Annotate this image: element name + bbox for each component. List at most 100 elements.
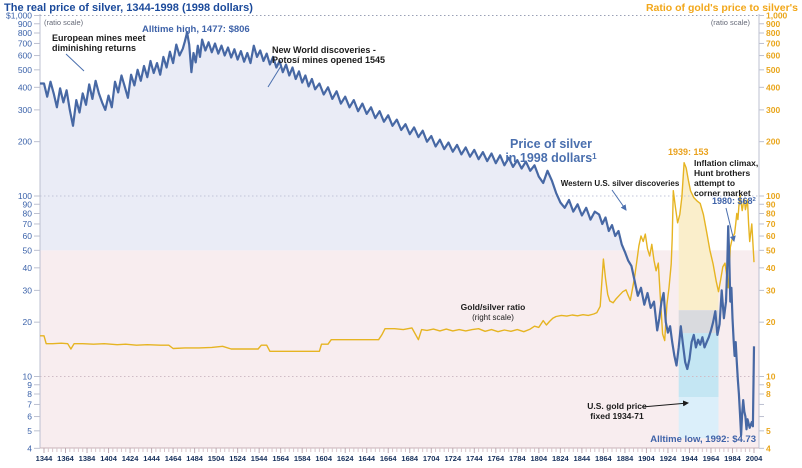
svg-text:400: 400 [18, 82, 32, 92]
svg-text:900: 900 [766, 19, 780, 29]
svg-text:60: 60 [23, 231, 33, 241]
svg-text:1764: 1764 [487, 454, 505, 463]
gold-silver-ratio-line [40, 161, 755, 352]
svg-text:in 1998 dollars1: in 1998 dollars1 [505, 151, 597, 165]
svg-text:1904: 1904 [638, 454, 656, 463]
svg-text:50: 50 [23, 245, 33, 255]
svg-text:U.S. gold price: U.S. gold price [587, 401, 647, 411]
svg-text:1884: 1884 [617, 454, 635, 463]
svg-text:5: 5 [766, 426, 771, 436]
svg-text:1,000: 1,000 [766, 11, 788, 21]
svg-text:100: 100 [18, 191, 32, 201]
svg-text:70: 70 [766, 219, 776, 229]
svg-text:600: 600 [766, 51, 780, 61]
svg-text:4: 4 [27, 443, 32, 453]
band-below-50 [40, 250, 759, 448]
svg-text:1844: 1844 [574, 454, 592, 463]
svg-text:attempt to: attempt to [694, 178, 735, 188]
svg-text:Price of silver: Price of silver [510, 137, 592, 151]
svg-text:8: 8 [27, 389, 32, 399]
svg-text:70: 70 [23, 219, 33, 229]
svg-text:10: 10 [23, 372, 33, 382]
svg-text:1424: 1424 [122, 454, 140, 463]
overlap-gray-band [678, 310, 719, 334]
svg-text:1984: 1984 [724, 454, 742, 463]
svg-text:Alltime high, 1477: $806: Alltime high, 1477: $806 [142, 24, 250, 35]
svg-text:European mines meet: European mines meet [52, 33, 146, 43]
svg-text:300: 300 [766, 105, 780, 115]
svg-text:200: 200 [18, 137, 32, 147]
svg-text:1344: 1344 [36, 454, 54, 463]
svg-text:1564: 1564 [272, 454, 290, 463]
left-ratio-scale-note: (ratio scale) [44, 18, 84, 27]
svg-text:500: 500 [766, 65, 780, 75]
svg-text:80: 80 [23, 208, 33, 218]
annotation-western-discoveries: Western U.S. silver discoveries [561, 179, 680, 188]
ratio-peak-cream-fill [678, 162, 719, 311]
svg-text:1364: 1364 [57, 454, 75, 463]
chart-title-left: The real price of silver, 1344-1998 (199… [4, 2, 253, 14]
svg-text:1684: 1684 [401, 454, 419, 463]
svg-text:1384: 1384 [79, 454, 97, 463]
chart-title-right: Ratio of gold's price to silver's [645, 2, 798, 14]
svg-text:Gold/silver ratio: Gold/silver ratio [461, 302, 526, 312]
svg-text:1504: 1504 [208, 454, 226, 463]
svg-text:corner market: corner market [694, 188, 751, 198]
annotation-new-world: New World discoveries -Potosí mines open… [272, 45, 385, 65]
svg-text:4: 4 [766, 443, 771, 453]
svg-text:Alltime low, 1992: $4.73: Alltime low, 1992: $4.73 [650, 434, 756, 445]
svg-text:40: 40 [766, 263, 776, 273]
right-ratio-scale-note: (ratio scale) [710, 18, 750, 27]
svg-text:1544: 1544 [251, 454, 269, 463]
annotation-alltime-high: Alltime high, 1477: $806 [142, 24, 250, 35]
svg-text:1964: 1964 [703, 454, 721, 463]
svg-text:90: 90 [766, 199, 776, 209]
svg-text:1404: 1404 [100, 454, 118, 463]
svg-text:New World discoveries -: New World discoveries - [272, 45, 376, 55]
annotation-arrow-western [611, 189, 627, 211]
svg-text:6: 6 [27, 412, 32, 422]
svg-text:Western U.S. silver discoverie: Western U.S. silver discoveries [561, 179, 680, 188]
x-axis: 1344 1364 1384 1404 1424 1444 1464 1484 1504 1524… [36, 448, 764, 463]
svg-text:20: 20 [766, 317, 776, 327]
svg-text:100: 100 [766, 191, 780, 201]
svg-text:80: 80 [766, 208, 776, 218]
svg-text:1804: 1804 [531, 454, 549, 463]
svg-text:20: 20 [23, 317, 33, 327]
svg-text:1704: 1704 [423, 454, 441, 463]
svg-text:$1,000: $1,000 [6, 11, 32, 21]
svg-text:90: 90 [23, 199, 33, 209]
annotation-price-1980: 1980: $682 [712, 196, 757, 206]
svg-text:1464: 1464 [165, 454, 183, 463]
svg-text:500: 500 [18, 65, 32, 75]
silver-price-line [40, 31, 756, 437]
svg-text:200: 200 [766, 137, 780, 147]
svg-text:60: 60 [766, 231, 776, 241]
svg-text:10: 10 [766, 372, 776, 382]
svg-text:1484: 1484 [186, 454, 204, 463]
svg-text:1939: 153: 1939: 153 [668, 147, 709, 157]
svg-text:800: 800 [766, 28, 780, 38]
svg-text:700: 700 [766, 38, 780, 48]
svg-text:30: 30 [23, 285, 33, 295]
svg-text:Potosí mines opened 1545: Potosí mines opened 1545 [272, 55, 385, 65]
svg-text:1944: 1944 [681, 454, 699, 463]
svg-text:1444: 1444 [143, 454, 161, 463]
svg-text:1784: 1784 [509, 454, 527, 463]
annotation-arrow-price-1980 [725, 207, 736, 242]
svg-text:1744: 1744 [466, 454, 484, 463]
svg-text:40: 40 [23, 263, 33, 273]
svg-text:8: 8 [766, 389, 771, 399]
svg-text:9: 9 [27, 380, 32, 390]
svg-text:Inflation climax,: Inflation climax, [694, 158, 758, 168]
svg-text:1664: 1664 [380, 454, 398, 463]
annotation-ratio-1939: 1939: 153 [668, 147, 709, 157]
svg-text:50: 50 [766, 245, 776, 255]
annotation-gold-silver-ratio: Gold/silver ratio [461, 302, 526, 312]
svg-text:2004: 2004 [746, 454, 764, 463]
